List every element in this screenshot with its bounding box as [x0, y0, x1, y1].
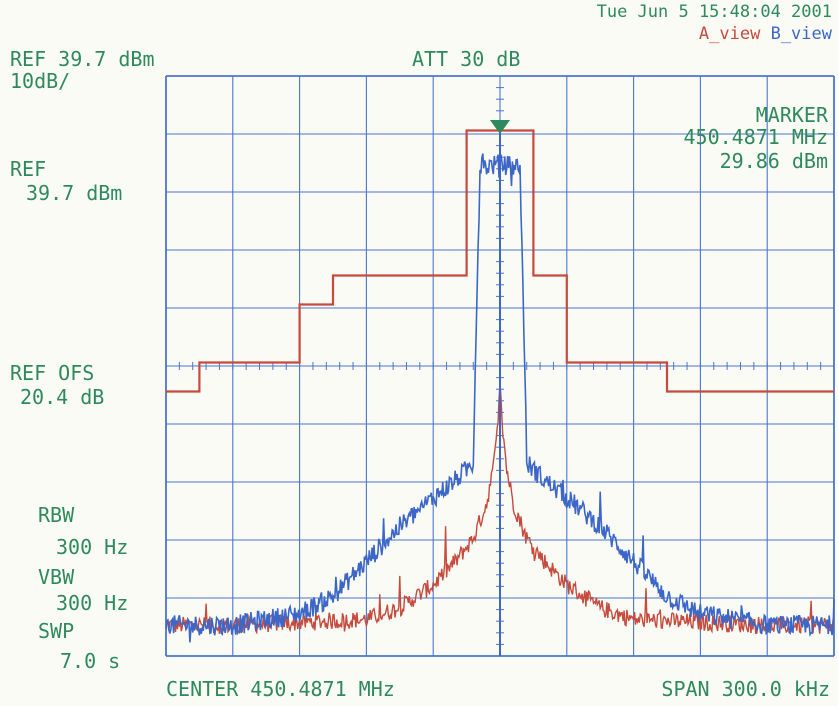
attenuation: ATT 30 dB [412, 47, 521, 71]
a-view-label: A_view [698, 24, 761, 44]
rbw-label: RBW [38, 503, 75, 527]
ref-ofs-value: 20.4 dB [20, 385, 105, 409]
vbw-value: 300 Hz [56, 591, 129, 615]
span: SPAN 300.0 kHz [661, 677, 830, 701]
marker-frequency: 450.4871 MHz [683, 125, 829, 149]
marker-level: 29.86 dBm [719, 149, 828, 173]
marker-triangle-icon [490, 120, 510, 134]
marker-label: MARKER [755, 103, 828, 127]
ref-value: 39.7 dBm [26, 181, 123, 205]
swp-label: SWP [38, 619, 75, 643]
scale-per-div: 10dB/ [10, 69, 71, 93]
view-legend: A_view B_view [699, 24, 832, 44]
timestamp: Tue Jun 5 15:48:04 2001 [596, 2, 832, 22]
ref-level-top: REF 39.7 dBm [10, 47, 155, 71]
center-frequency: CENTER 450.4871 MHz [166, 677, 395, 701]
b-view-label: B_view [770, 24, 832, 44]
vbw-label: VBW [38, 565, 75, 589]
a-view-limit-mask [166, 129, 834, 393]
swp-value: 7.0 s [60, 649, 121, 673]
rbw-value: 300 Hz [56, 535, 129, 559]
ref-ofs-label: REF OFS [10, 361, 95, 385]
ref-label: REF [10, 157, 47, 181]
